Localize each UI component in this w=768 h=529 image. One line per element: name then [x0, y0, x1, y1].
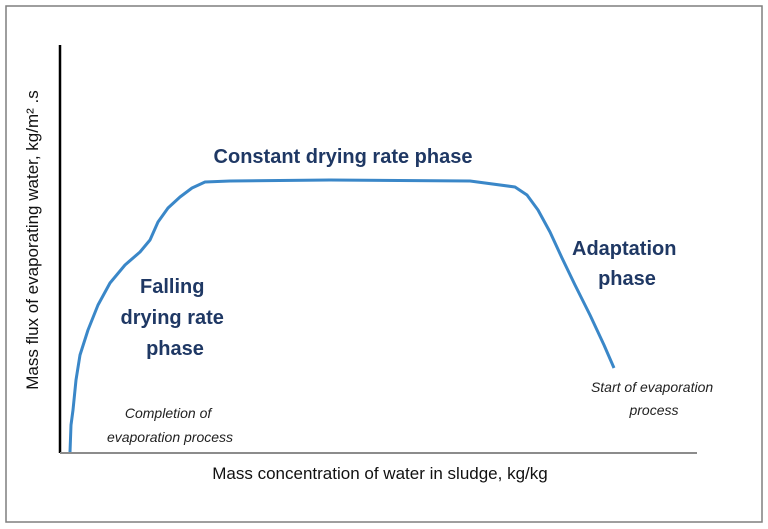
- falling-phase-label: Falling drying rate phase: [121, 276, 230, 360]
- adaptation-phase-label: Adaptation phase: [572, 238, 682, 290]
- label-line: Completion of: [125, 405, 213, 421]
- label-line: process: [628, 402, 678, 418]
- x-axis-label: Mass concentration of water in sludge, k…: [212, 464, 547, 483]
- label-line: evaporation process: [107, 429, 233, 445]
- label-line: Start of evaporation: [591, 379, 713, 395]
- constant-phase-label: Constant drying rate phase: [214, 146, 473, 168]
- y-axis-label: Mass flux of evaporating water, kg/m² .s: [23, 90, 42, 390]
- completion-note: Completion of evaporation process: [107, 405, 233, 445]
- drying-curve: [68, 178, 616, 453]
- label-line: phase: [146, 338, 204, 360]
- frame: [5, 5, 763, 523]
- start-note: Start of evaporation process: [591, 379, 717, 418]
- label-line: phase: [598, 268, 656, 290]
- label-line: Adaptation: [572, 238, 676, 260]
- label-line: drying rate: [121, 307, 224, 329]
- label-line: Falling: [140, 276, 204, 298]
